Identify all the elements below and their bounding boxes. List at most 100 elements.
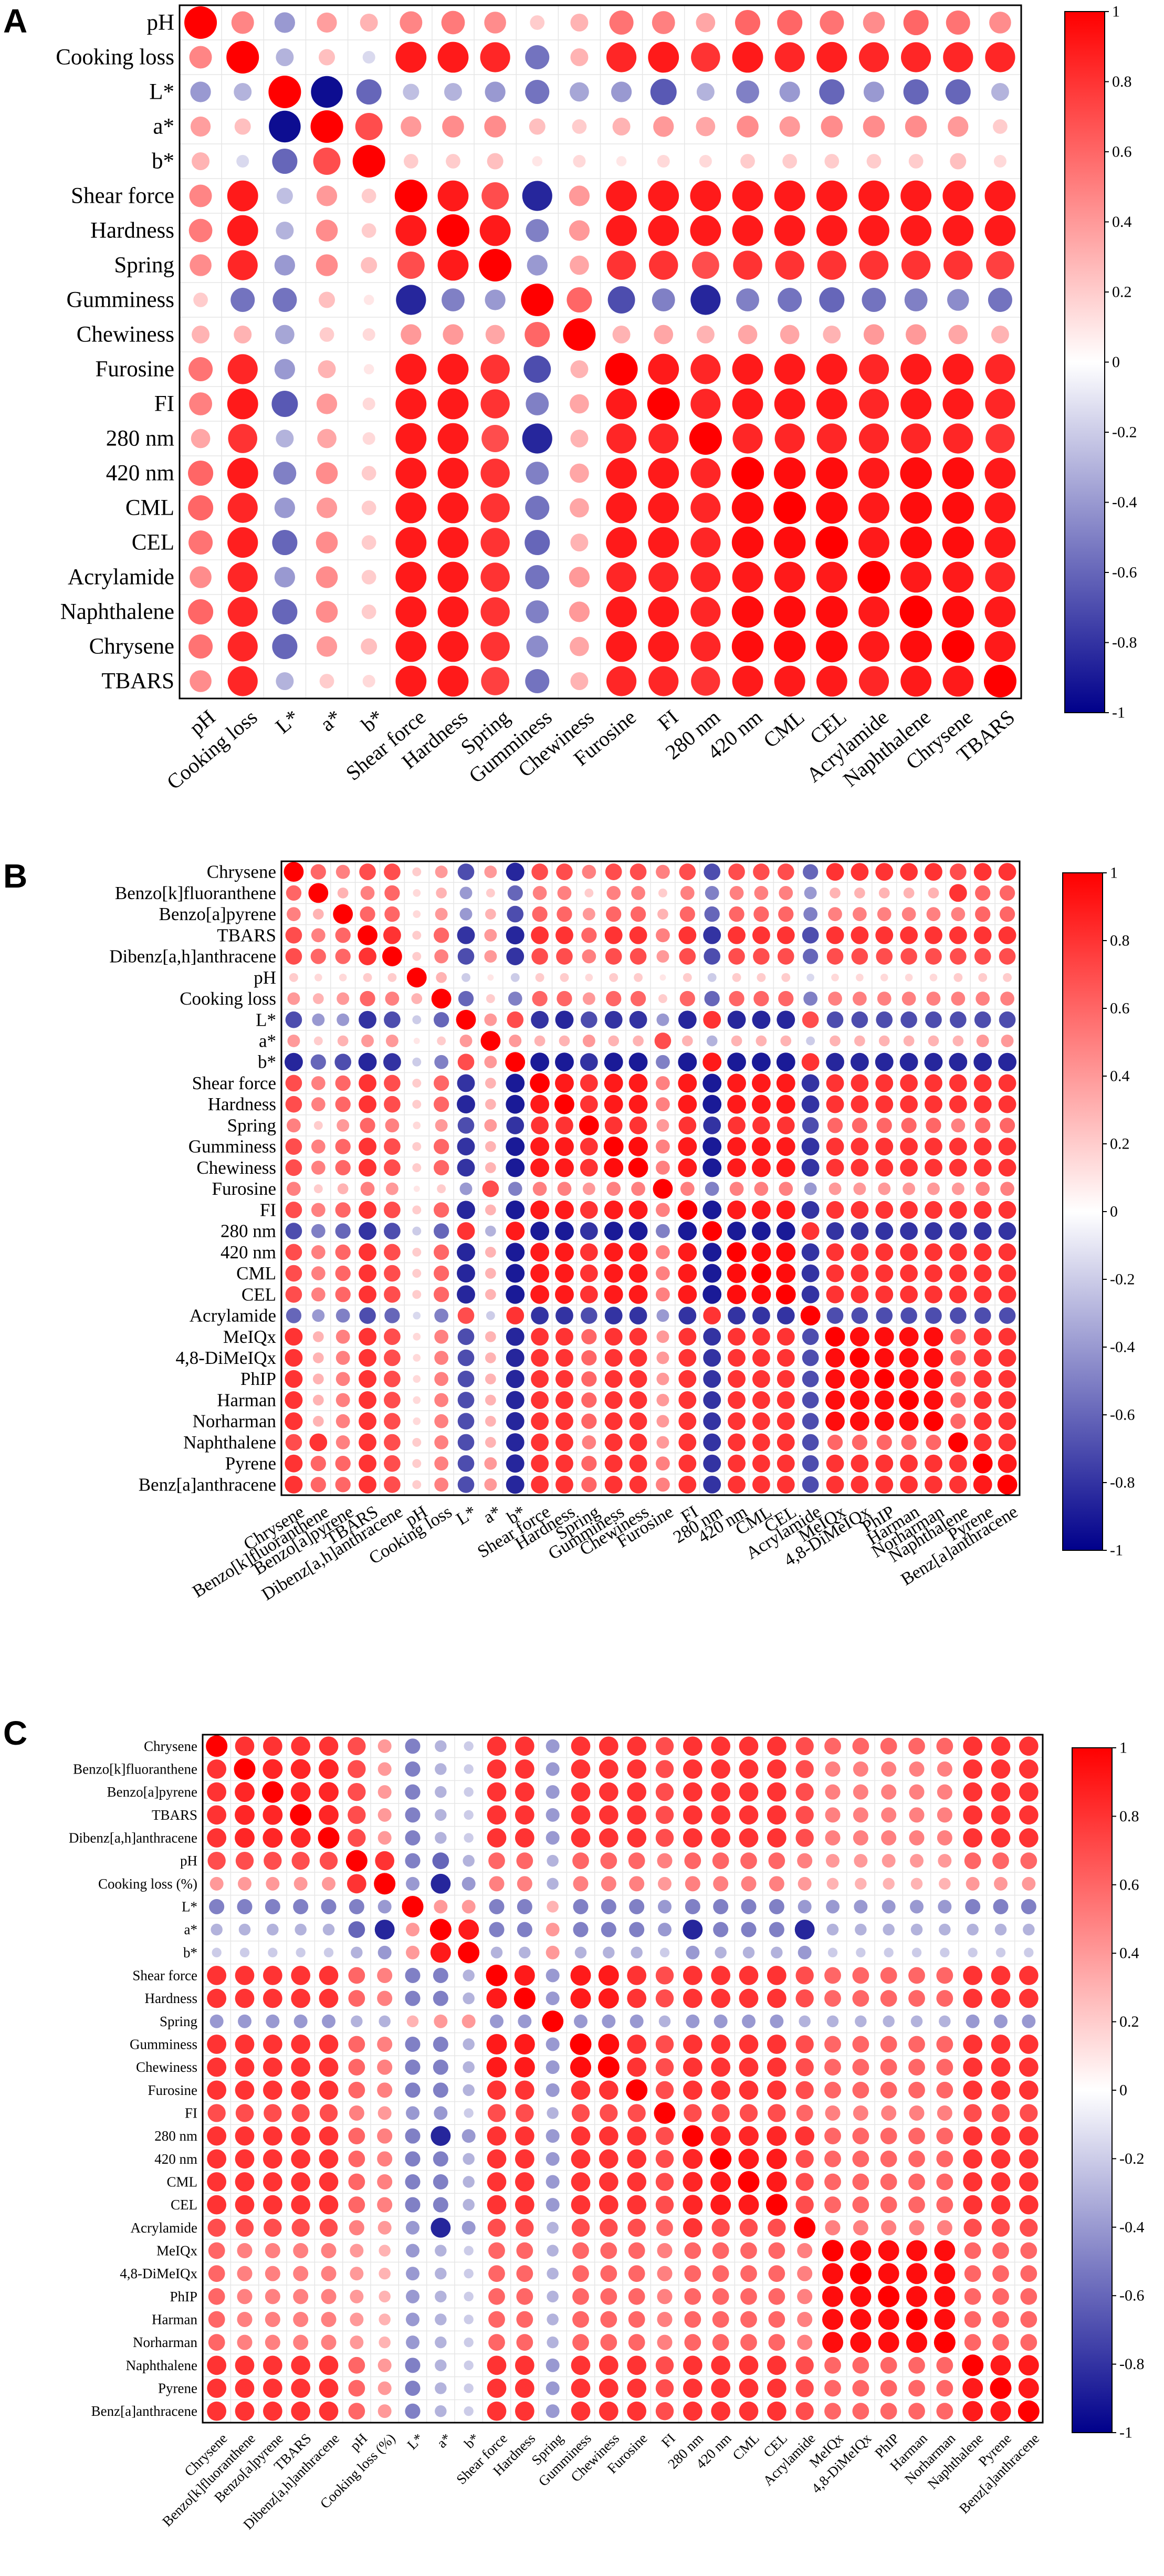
correlation-cell [978, 973, 988, 982]
row-label: 4,8-DiMeIQx [176, 1348, 277, 1368]
correlation-cell [319, 2379, 339, 2398]
correlation-cell [752, 926, 770, 944]
correlation-cell [830, 1035, 841, 1047]
colorbar-tick-label: 0.4 [1110, 1068, 1130, 1085]
correlation-cell [973, 1433, 992, 1452]
correlation-cell [359, 1201, 376, 1219]
correlation-cell [487, 2218, 506, 2237]
correlation-cell [908, 1990, 925, 2007]
correlation-cell [293, 2014, 308, 2028]
correlation-cell [387, 973, 397, 982]
correlation-cell [655, 2081, 674, 2100]
correlation-cell [800, 1306, 821, 1326]
correlation-cell [600, 2265, 617, 2282]
colorbar-tick-label: 0.8 [1112, 73, 1132, 90]
correlation-cell [826, 948, 844, 965]
correlation-cell [713, 1876, 729, 1892]
correlation-cell [683, 973, 692, 982]
correlation-cell [875, 1264, 894, 1282]
correlation-cell [235, 2080, 255, 2100]
correlation-cell [490, 1946, 503, 1959]
correlation-cell [433, 1990, 448, 2006]
correlation-cell [580, 1243, 598, 1261]
correlation-cell [521, 283, 554, 317]
colorbar-tick-label: -1 [1110, 1542, 1123, 1559]
correlation-cell [192, 152, 210, 170]
correlation-cell [949, 1159, 967, 1177]
correlation-cell [457, 1054, 475, 1071]
correlation-cell [437, 41, 469, 73]
correlation-cell [582, 908, 595, 921]
correlation-cell [900, 353, 932, 385]
correlation-cell [479, 248, 512, 282]
correlation-cell [480, 1031, 501, 1051]
correlation-cell [484, 1457, 497, 1470]
correlation-cell [433, 2151, 448, 2167]
correlation-cell [348, 2196, 365, 2214]
correlation-cell [776, 1158, 795, 1177]
correlation-cell [433, 2197, 448, 2213]
correlation-cell [966, 2014, 980, 2028]
correlation-cell [702, 1073, 722, 1093]
correlation-cell [481, 182, 509, 210]
correlation-cell [570, 534, 589, 551]
correlation-cell [268, 75, 301, 109]
correlation-cell [487, 1805, 507, 1825]
correlation-cell [556, 948, 573, 965]
correlation-cell [925, 1307, 942, 1324]
correlation-cell [710, 2194, 731, 2215]
correlation-cell [803, 907, 818, 921]
correlation-cell [951, 1118, 966, 1133]
correlation-cell [775, 251, 804, 280]
correlation-cell [607, 286, 635, 314]
row-label: Hardness [208, 1094, 276, 1114]
correlation-cell [925, 1095, 942, 1113]
correlation-cell [463, 1969, 475, 1981]
correlation-cell [880, 1990, 897, 2007]
correlation-cell [767, 1988, 787, 2008]
correlation-cell [925, 1011, 942, 1028]
correlation-cell [683, 1828, 702, 1848]
correlation-cell [973, 1349, 992, 1367]
correlation-cell [881, 2105, 897, 2121]
correlation-cell [993, 119, 1008, 134]
correlation-cell [437, 423, 469, 454]
row-label: FI [154, 392, 174, 416]
correlation-cell [901, 1434, 917, 1451]
correlation-cell [858, 389, 889, 419]
correlation-cell [656, 1330, 669, 1343]
correlation-cell [630, 948, 647, 965]
correlation-cell [998, 1052, 1017, 1071]
correlation-cell [487, 1828, 507, 1848]
correlation-cell [285, 1370, 303, 1388]
correlation-cell [852, 2173, 869, 2191]
correlation-cell [925, 1138, 942, 1156]
correlation-cell [801, 1095, 820, 1113]
correlation-cell [751, 1158, 771, 1177]
correlation-cell [739, 1736, 759, 1756]
correlation-cell [656, 1013, 669, 1026]
correlation-cell [311, 1266, 326, 1280]
correlation-cell [964, 2334, 981, 2351]
correlation-cell [963, 1782, 983, 1802]
correlation-cell [727, 1094, 746, 1114]
correlation-cell [606, 562, 637, 592]
correlation-cell [710, 2172, 731, 2192]
correlation-cell [937, 1761, 952, 1777]
correlation-cell [571, 2104, 590, 2122]
correlation-cell [910, 2015, 923, 2028]
correlation-cell [740, 1852, 757, 1870]
correlation-cell [965, 1899, 981, 1915]
correlation-cell [782, 154, 798, 169]
correlation-cell [910, 1854, 924, 1868]
correlation-cell [627, 2379, 647, 2398]
correlation-cell [703, 1010, 721, 1029]
correlation-cell [531, 1117, 549, 1134]
correlation-cell [285, 1454, 303, 1473]
correlation-cell [905, 973, 913, 982]
correlation-cell [530, 1073, 550, 1093]
correlation-cell [437, 457, 469, 489]
correlation-cell [752, 1349, 770, 1367]
correlation-cell [358, 925, 377, 945]
correlation-cell [802, 1011, 819, 1028]
